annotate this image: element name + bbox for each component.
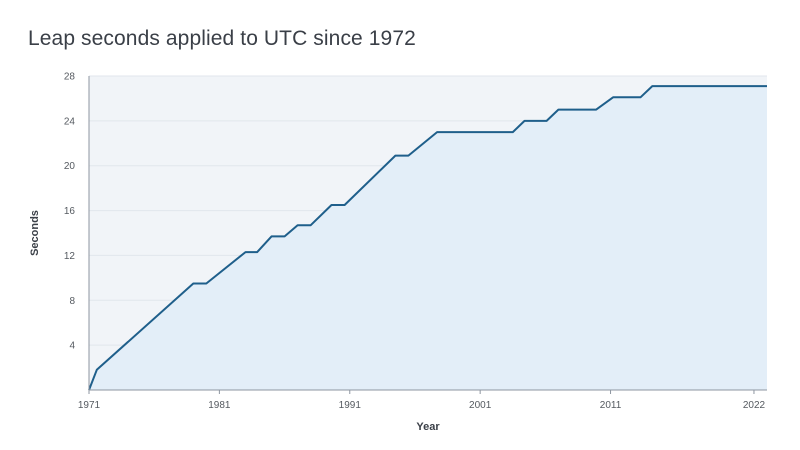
y-tick-label: 8	[69, 296, 75, 307]
y-tick-labels: 4 8 12 16 20 24 28	[64, 72, 76, 352]
x-axis-label: Year	[416, 421, 440, 433]
area-fill	[89, 86, 767, 390]
y-tick-label: 28	[64, 72, 76, 83]
x-tick-label: 2001	[469, 400, 492, 411]
y-tick-label: 20	[64, 161, 76, 172]
chart-title: Leap seconds applied to UTC since 1972	[28, 27, 416, 50]
y-tick-label: 4	[69, 341, 75, 352]
y-tick-label: 12	[64, 251, 76, 262]
x-tick-label: 1991	[339, 400, 362, 411]
x-tick-label: 2011	[600, 400, 622, 411]
series-line	[88, 85, 767, 391]
axes	[88, 76, 767, 391]
y-tick-label: 16	[64, 206, 76, 217]
y-axis-label: Seconds	[29, 210, 41, 256]
x-tick-labels: 1971 1981 1991 2001 2011 2022	[78, 390, 766, 411]
x-tick-label: 2022	[743, 400, 766, 411]
y-tick-label: 24	[64, 116, 76, 127]
x-tick-label: 1981	[208, 400, 231, 411]
x-tick-label: 1971	[78, 400, 101, 411]
